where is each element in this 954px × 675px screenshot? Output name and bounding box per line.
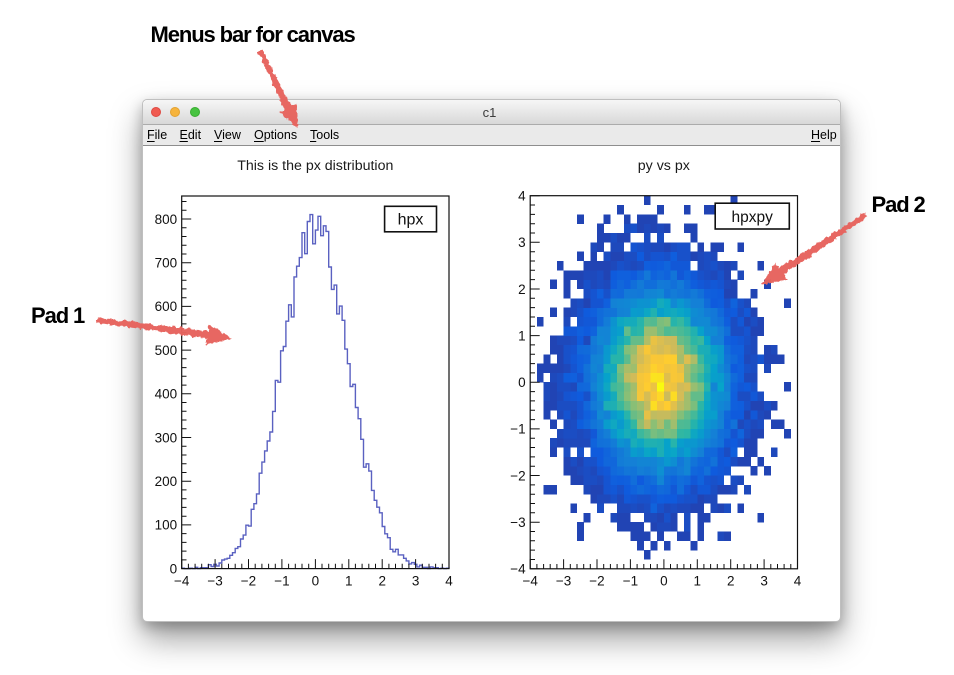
svg-text:700: 700 bbox=[155, 256, 178, 271]
svg-text:−4: −4 bbox=[510, 562, 526, 577]
svg-text:3: 3 bbox=[760, 574, 768, 589]
svg-text:400: 400 bbox=[155, 387, 178, 402]
svg-text:−3: −3 bbox=[510, 515, 525, 530]
svg-text:1: 1 bbox=[345, 574, 353, 589]
svg-text:0: 0 bbox=[312, 574, 320, 589]
svg-text:−2: −2 bbox=[241, 574, 256, 589]
svg-text:100: 100 bbox=[155, 518, 178, 533]
svg-text:600: 600 bbox=[155, 299, 178, 314]
svg-text:hpxpy: hpxpy bbox=[732, 209, 774, 226]
svg-text:1: 1 bbox=[694, 574, 702, 589]
svg-text:−2: −2 bbox=[510, 468, 525, 483]
svg-text:−2: −2 bbox=[589, 574, 604, 589]
svg-text:2: 2 bbox=[518, 282, 526, 297]
svg-text:3: 3 bbox=[412, 574, 420, 589]
svg-text:4: 4 bbox=[518, 189, 526, 204]
svg-text:−3: −3 bbox=[556, 574, 571, 589]
svg-text:−1: −1 bbox=[510, 422, 525, 437]
svg-text:hpx: hpx bbox=[398, 212, 424, 229]
svg-text:4: 4 bbox=[445, 574, 453, 589]
svg-text:−4: −4 bbox=[174, 574, 190, 589]
svg-text:2: 2 bbox=[727, 574, 735, 589]
svg-text:−3: −3 bbox=[207, 574, 222, 589]
svg-text:500: 500 bbox=[155, 343, 178, 358]
svg-text:800: 800 bbox=[155, 212, 178, 227]
svg-text:1: 1 bbox=[518, 328, 526, 343]
svg-text:py vs px: py vs px bbox=[638, 158, 690, 174]
svg-text:200: 200 bbox=[155, 474, 178, 489]
svg-text:300: 300 bbox=[155, 430, 178, 445]
svg-text:−1: −1 bbox=[274, 574, 289, 589]
svg-text:−1: −1 bbox=[623, 574, 638, 589]
svg-text:0: 0 bbox=[170, 561, 178, 576]
svg-text:0: 0 bbox=[518, 375, 526, 390]
svg-text:0: 0 bbox=[660, 574, 668, 589]
svg-text:2: 2 bbox=[378, 574, 386, 589]
svg-text:This is the px distribution: This is the px distribution bbox=[237, 158, 393, 174]
svg-text:4: 4 bbox=[794, 574, 802, 589]
svg-text:3: 3 bbox=[518, 235, 526, 250]
svg-text:−4: −4 bbox=[522, 574, 538, 589]
